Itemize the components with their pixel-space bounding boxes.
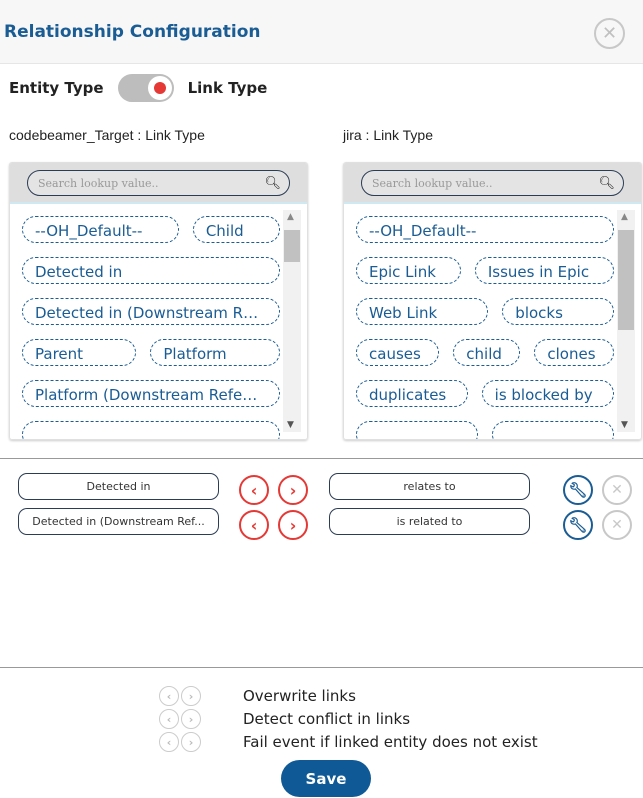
- left-chip-list: --OH_Default-- Child Detected in Detected i…: [10, 206, 280, 439]
- chip-row: [22, 421, 280, 439]
- lookup-chip[interactable]: blocks: [502, 298, 614, 325]
- left-scrollbar[interactable]: ▲ ▼: [283, 210, 301, 432]
- chip-row: Parent Platform: [22, 339, 280, 366]
- left-column-label: codebeamer_Target : Link Type: [9, 127, 205, 143]
- type-toggle-row: Entity Type Link Type: [9, 74, 267, 102]
- search-icon[interactable]: 🔍︎: [264, 175, 281, 191]
- chip-row: Platform (Downstream Refe…: [22, 380, 280, 407]
- lookup-chip[interactable]: clones: [534, 339, 614, 366]
- lookup-chip[interactable]: Detected in: [22, 257, 280, 284]
- chevron-left-icon[interactable]: ‹: [159, 709, 179, 729]
- option-detect-conflict: ‹ › Detect conflict in links: [159, 708, 410, 730]
- right-scrollbar[interactable]: ▲ ▼: [617, 210, 635, 432]
- option-label: Overwrite links: [243, 687, 356, 705]
- lookup-chip[interactable]: Detected in (Downstream R…: [22, 298, 280, 325]
- chevron-left-icon[interactable]: ‹: [239, 510, 269, 540]
- right-search-box: 🔍︎: [361, 170, 624, 196]
- lookup-chip[interactable]: Platform (Downstream Refe…: [22, 380, 280, 407]
- lookup-chip[interactable]: is blocked by: [481, 380, 614, 407]
- chip-row: Detected in (Downstream R…: [22, 298, 280, 325]
- chip-row: duplicates is blocked by: [356, 380, 614, 407]
- left-search-box: 🔍︎: [27, 170, 290, 196]
- type-toggle-switch[interactable]: [117, 74, 174, 102]
- delete-icon[interactable]: ✕: [602, 510, 632, 540]
- lookup-chip[interactable]: Platform: [150, 339, 280, 366]
- lookup-chip[interactable]: Child: [192, 216, 280, 243]
- save-button[interactable]: Save: [281, 760, 371, 797]
- lookup-chip[interactable]: child: [453, 339, 521, 366]
- chip-row: causes child clones: [356, 339, 614, 366]
- chevron-right-icon[interactable]: ›: [278, 475, 308, 505]
- right-search-input[interactable]: [372, 176, 599, 190]
- lookup-chip[interactable]: --OH_Default--: [356, 216, 614, 243]
- mapping-source[interactable]: Detected in: [18, 473, 219, 500]
- right-column-label: jira : Link Type: [343, 127, 434, 143]
- lookup-chip[interactable]: Web Link: [356, 298, 489, 325]
- search-icon[interactable]: 🔍︎: [598, 175, 615, 191]
- delete-icon[interactable]: ✕: [602, 475, 632, 505]
- close-icon: ✕: [601, 23, 618, 44]
- dialog-header: Relationship Configuration ✕: [0, 0, 643, 64]
- mapping-source[interactable]: Detected in (Downstream Ref...: [18, 508, 219, 535]
- chevron-right-icon[interactable]: ›: [278, 510, 308, 540]
- right-lookup-panel: 🔍︎ --OH_Default-- Epic Link Issues in Epic…: [343, 162, 642, 440]
- option-label: Detect conflict in links: [243, 710, 411, 728]
- divider: [0, 458, 643, 459]
- chip-row: [356, 421, 614, 439]
- mapping-target[interactable]: is related to: [329, 508, 530, 535]
- dialog-title: Relationship Configuration: [4, 22, 261, 42]
- lookup-chip[interactable]: Parent: [22, 339, 137, 366]
- left-search-input[interactable]: [38, 176, 265, 190]
- mapping-row: Detected in ‹ › relates to 🔧︎ ✕: [0, 473, 643, 505]
- chevron-left-icon[interactable]: ‹: [239, 475, 269, 505]
- chevron-right-icon[interactable]: ›: [181, 732, 201, 752]
- option-overwrite-links: ‹ › Overwrite links: [159, 685, 356, 707]
- wrench-icon[interactable]: 🔧︎: [563, 475, 593, 505]
- chevron-left-icon[interactable]: ‹: [159, 732, 179, 752]
- entity-type-label: Entity Type: [9, 79, 104, 97]
- chevron-left-icon[interactable]: ‹: [159, 686, 179, 706]
- option-fail-event: ‹ › Fail event if linked entity does not …: [159, 731, 538, 753]
- lookup-chip[interactable]: Issues in Epic: [474, 257, 614, 284]
- chip-row: Web Link blocks: [356, 298, 614, 325]
- chip-row: Epic Link Issues in Epic: [356, 257, 614, 284]
- chip-row: --OH_Default-- Child: [22, 216, 280, 243]
- mapping-target[interactable]: relates to: [329, 473, 530, 500]
- left-lookup-panel: 🔍︎ --OH_Default-- Child Detected in Detecte…: [9, 162, 308, 440]
- option-label: Fail event if linked entity does not exi…: [243, 733, 538, 751]
- mapping-row: Detected in (Downstream Ref... ‹ › is re…: [0, 508, 643, 540]
- chip-row: --OH_Default--: [356, 216, 614, 243]
- link-type-label: Link Type: [187, 79, 268, 97]
- lookup-chip[interactable]: [22, 421, 280, 439]
- lookup-chip[interactable]: Epic Link: [356, 257, 461, 284]
- lookup-chip[interactable]: [492, 421, 614, 439]
- lookup-chip[interactable]: --OH_Default--: [22, 216, 179, 243]
- right-chip-list: --OH_Default-- Epic Link Issues in Epic Web…: [344, 206, 614, 439]
- lookup-chip[interactable]: duplicates: [356, 380, 468, 407]
- chip-row: Detected in: [22, 257, 280, 284]
- lookup-chip[interactable]: causes: [356, 339, 440, 366]
- toggle-knob: [147, 76, 172, 100]
- close-button[interactable]: ✕: [594, 18, 625, 49]
- chevron-right-icon[interactable]: ›: [181, 709, 201, 729]
- lookup-chip[interactable]: [356, 421, 478, 439]
- chevron-right-icon[interactable]: ›: [181, 686, 201, 706]
- divider: [0, 667, 643, 668]
- wrench-icon[interactable]: 🔧︎: [563, 510, 593, 540]
